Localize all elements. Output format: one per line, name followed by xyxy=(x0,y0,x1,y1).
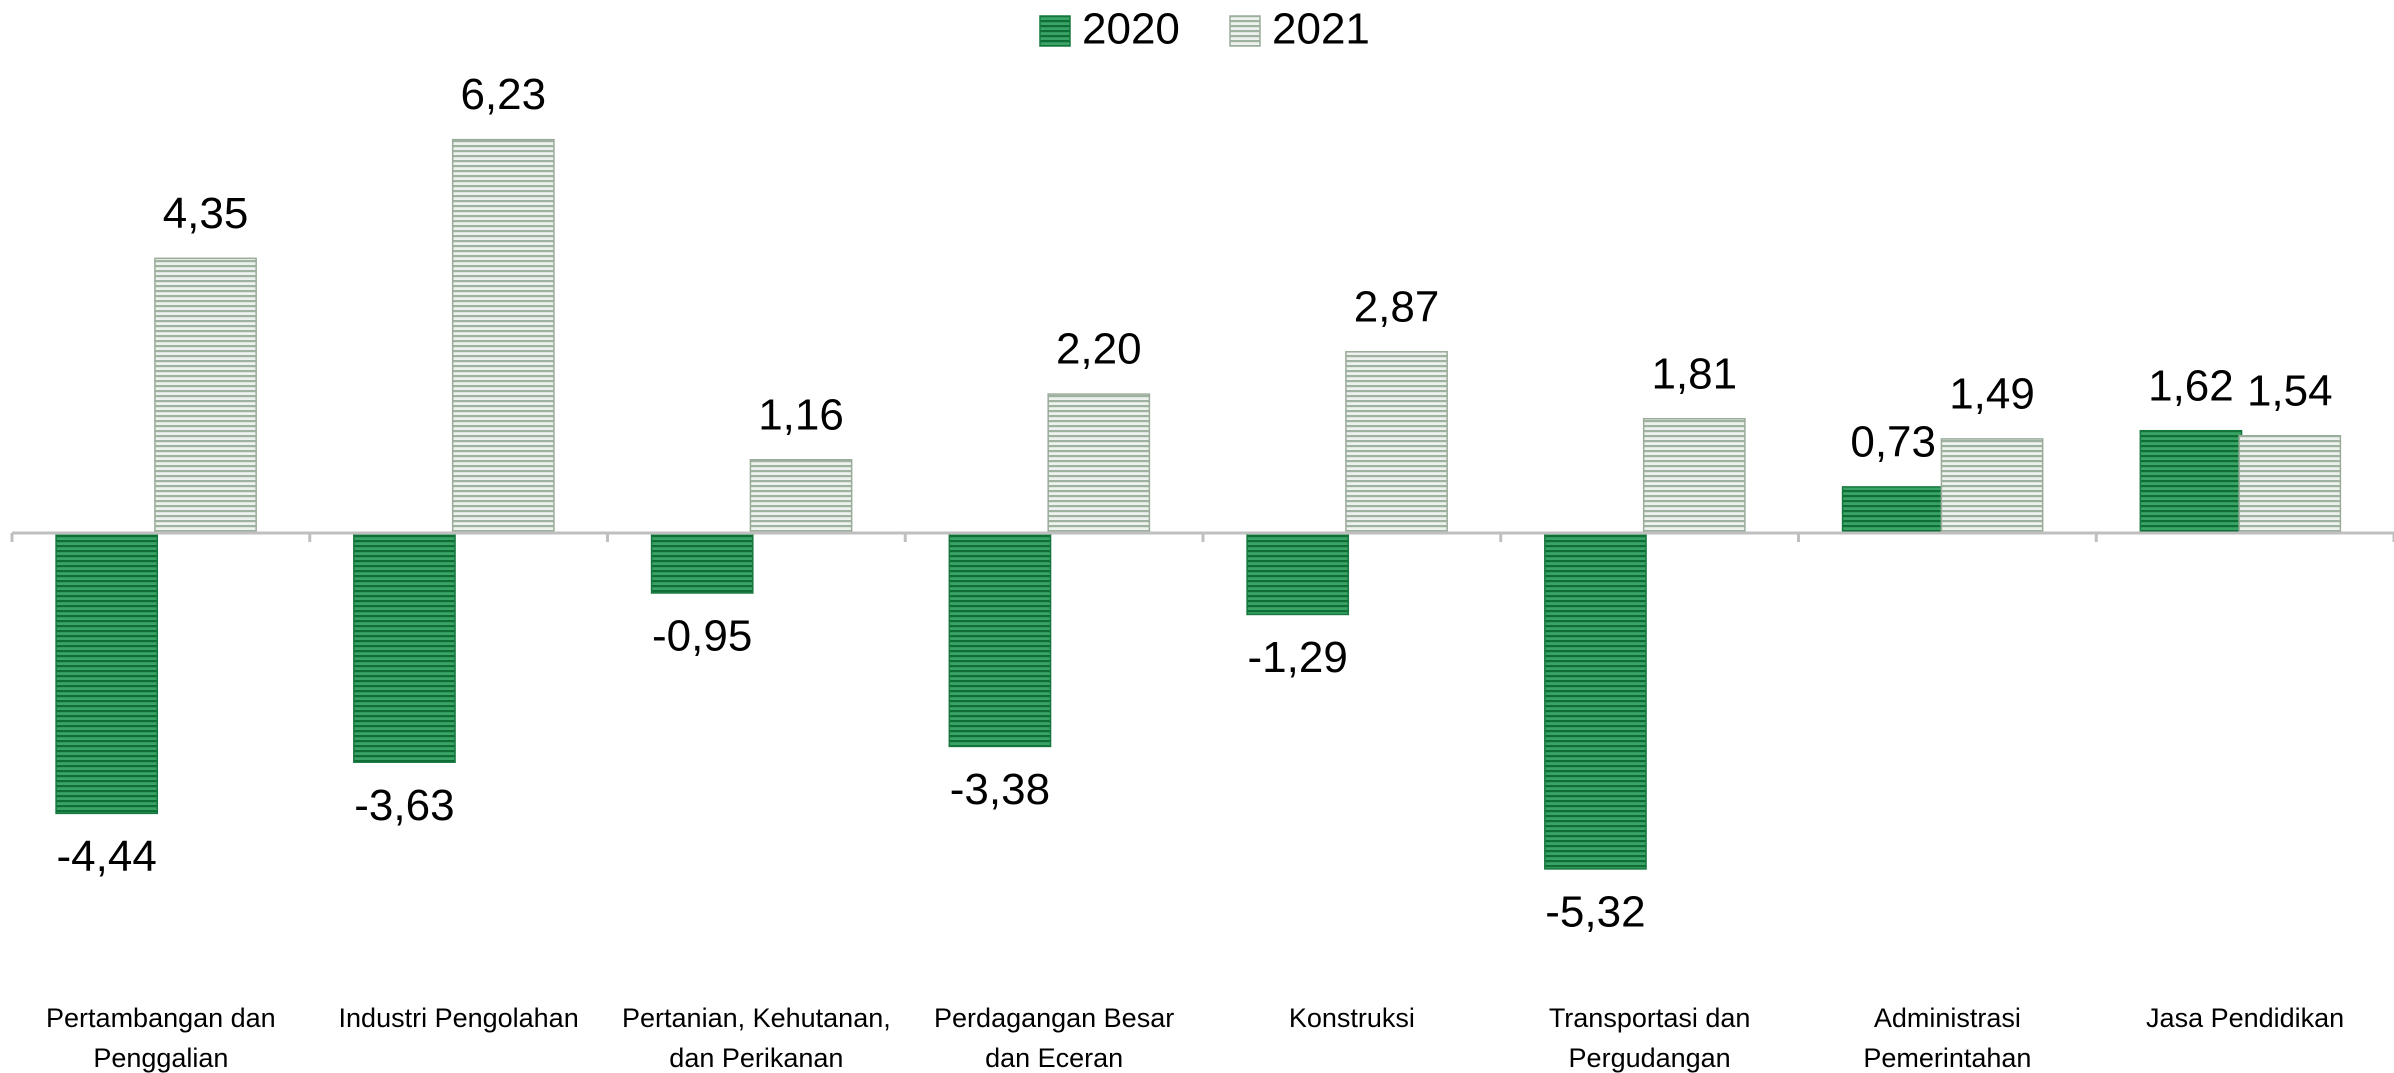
x-tick-label: Transportasi dan Pergudangan xyxy=(1548,1003,1751,1073)
bar xyxy=(2139,429,2243,534)
data-label: 4,35 xyxy=(163,189,249,238)
bar xyxy=(1246,532,1350,616)
x-tick-label: Administrasi Pemerintahan xyxy=(1863,1003,2032,1073)
data-label: -4,44 xyxy=(57,832,157,881)
bar xyxy=(948,532,1052,748)
bar xyxy=(1047,393,1151,534)
data-label: 1,62 xyxy=(2148,361,2234,410)
data-label: 2,20 xyxy=(1056,325,1142,374)
bar xyxy=(749,459,853,534)
legend-label: 2020 xyxy=(1082,5,1180,54)
bar xyxy=(1544,532,1647,870)
bar xyxy=(1841,486,1945,534)
data-label: 1,49 xyxy=(1949,370,2035,419)
bar xyxy=(55,532,159,815)
data-label: 6,23 xyxy=(460,70,546,119)
data-label: -5,32 xyxy=(1545,888,1645,937)
data-label: 1,54 xyxy=(2247,366,2333,415)
x-tick-label: Industri Pengolahan xyxy=(338,1003,579,1033)
bar xyxy=(1940,438,2044,534)
x-tick-label: Perdagangan Besar dan Eceran xyxy=(934,1003,1175,1073)
legend-swatch xyxy=(1229,15,1261,47)
bar xyxy=(650,532,754,594)
x-tick-label: Jasa Pendidikan xyxy=(2146,1003,2345,1033)
data-label: -0,95 xyxy=(652,612,752,661)
x-tick-label: Konstruksi xyxy=(1288,1003,1415,1033)
bar xyxy=(1345,351,1448,534)
x-tick-label: Pertambangan dan Penggalian xyxy=(46,1003,276,1073)
data-label: 2,87 xyxy=(1354,282,1440,331)
data-label: 0,73 xyxy=(1850,418,1936,467)
bar xyxy=(353,532,456,763)
bar xyxy=(2238,435,2342,534)
bar xyxy=(154,257,257,534)
data-label: -3,38 xyxy=(950,765,1050,814)
data-label: 1,16 xyxy=(758,390,844,439)
legend-swatch xyxy=(1039,15,1071,47)
x-tick-label: Pertanian, Kehutanan, dan Perikanan xyxy=(622,1003,891,1073)
legend-label: 2021 xyxy=(1272,5,1370,54)
data-label: -1,29 xyxy=(1248,633,1348,682)
bar xyxy=(1642,417,1746,534)
data-label: -3,63 xyxy=(354,781,454,830)
bar xyxy=(451,138,555,534)
data-label: 1,81 xyxy=(1651,349,1737,398)
